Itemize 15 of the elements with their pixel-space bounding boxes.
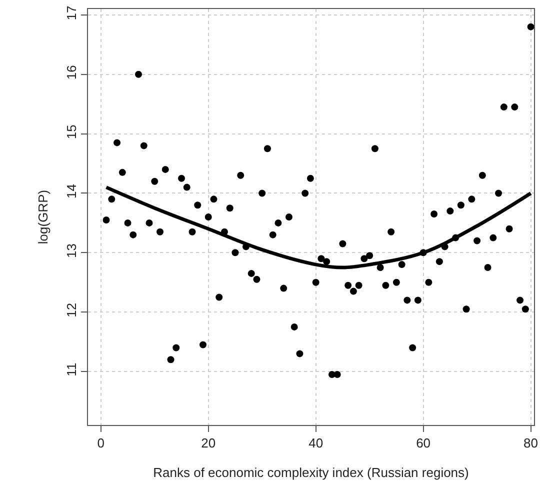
y-tick-label: 12 (64, 302, 79, 318)
x-tick-label: 80 (524, 436, 538, 451)
y-tick-label: 16 (64, 65, 79, 80)
y-tick-label: 17 (64, 6, 79, 20)
y-tick-label: 13 (64, 243, 79, 258)
line-series (104, 186, 533, 270)
x-axis-title: Ranks of economic complexity index (Russian regions) (153, 465, 469, 480)
x-tick-label: 40 (308, 436, 324, 451)
x-tick-label: 0 (97, 436, 105, 451)
y-tick-label: 14 (64, 184, 79, 199)
y-tick-label: 11 (64, 362, 79, 376)
y-tick-label: 15 (64, 124, 79, 140)
x-tick-label: 60 (416, 436, 431, 451)
y-axis-title: log(GRP) (36, 190, 51, 244)
x-tick-label: 20 (201, 436, 216, 451)
